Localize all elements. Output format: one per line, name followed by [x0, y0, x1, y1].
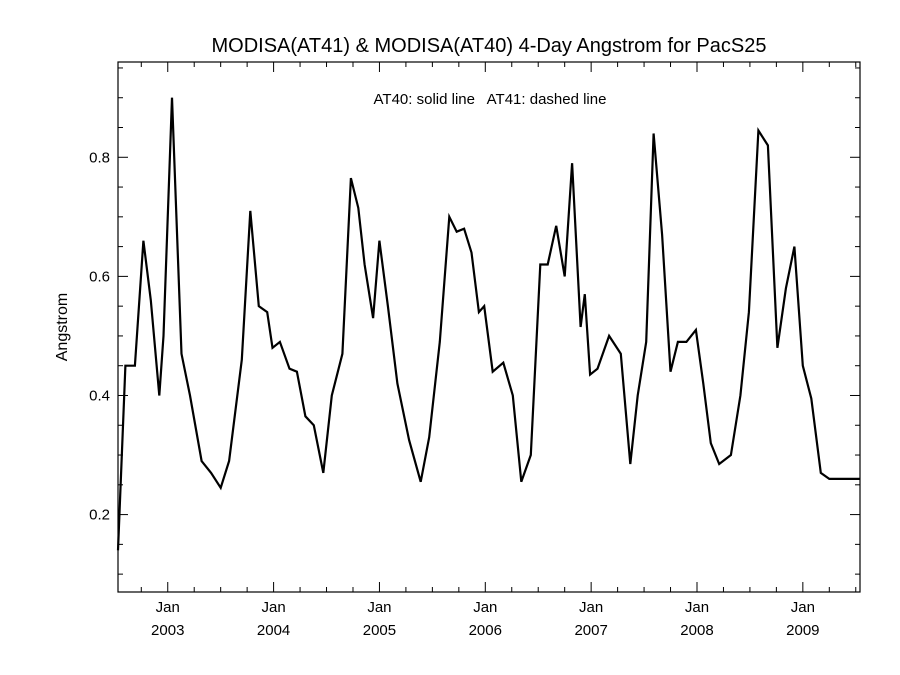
- chart-title: MODISA(AT41) & MODISA(AT40) 4-Day Angstr…: [212, 35, 767, 57]
- plot-frame: [117, 61, 861, 593]
- x-axis: Jan 2003 Jan 2004 Jan 2005 Jan 2006 Jan 2007 Jan 20…: [140, 62, 857, 639]
- x-tick-label-year: 2004: [257, 622, 290, 639]
- y-tick-label: 0.2: [89, 507, 110, 524]
- series-line-at40: [116, 97, 860, 551]
- y-axis-label: Angstrom: [54, 293, 71, 361]
- x-tick-label-month: Jan: [156, 599, 180, 616]
- x-tick-label-year: 2009: [786, 622, 819, 639]
- y-tick-label: 0.4: [89, 387, 110, 404]
- x-tick-label-month: Jan: [685, 599, 709, 616]
- y-axis: 0.2 0.4 0.6 0.8: [89, 67, 860, 575]
- x-tick-label-month: Jan: [579, 599, 603, 616]
- x-tick-label-month: Jan: [791, 599, 815, 616]
- y-tick-label: 0.8: [89, 149, 110, 166]
- y-tick-label: 0.6: [89, 268, 110, 285]
- x-tick-label-year: 2008: [680, 622, 713, 639]
- x-tick-label-year: 2006: [469, 622, 502, 639]
- series-layer: [116, 97, 860, 551]
- line-style-annotation: AT40: solid line AT41: dashed line: [374, 91, 607, 108]
- x-tick-label-month: Jan: [367, 599, 391, 616]
- x-tick-label-year: 2003: [151, 622, 184, 639]
- x-tick-label-month: Jan: [473, 599, 497, 616]
- x-tick-label-year: 2005: [363, 622, 396, 639]
- x-tick-label-month: Jan: [262, 599, 286, 616]
- x-tick-label-year: 2007: [574, 622, 607, 639]
